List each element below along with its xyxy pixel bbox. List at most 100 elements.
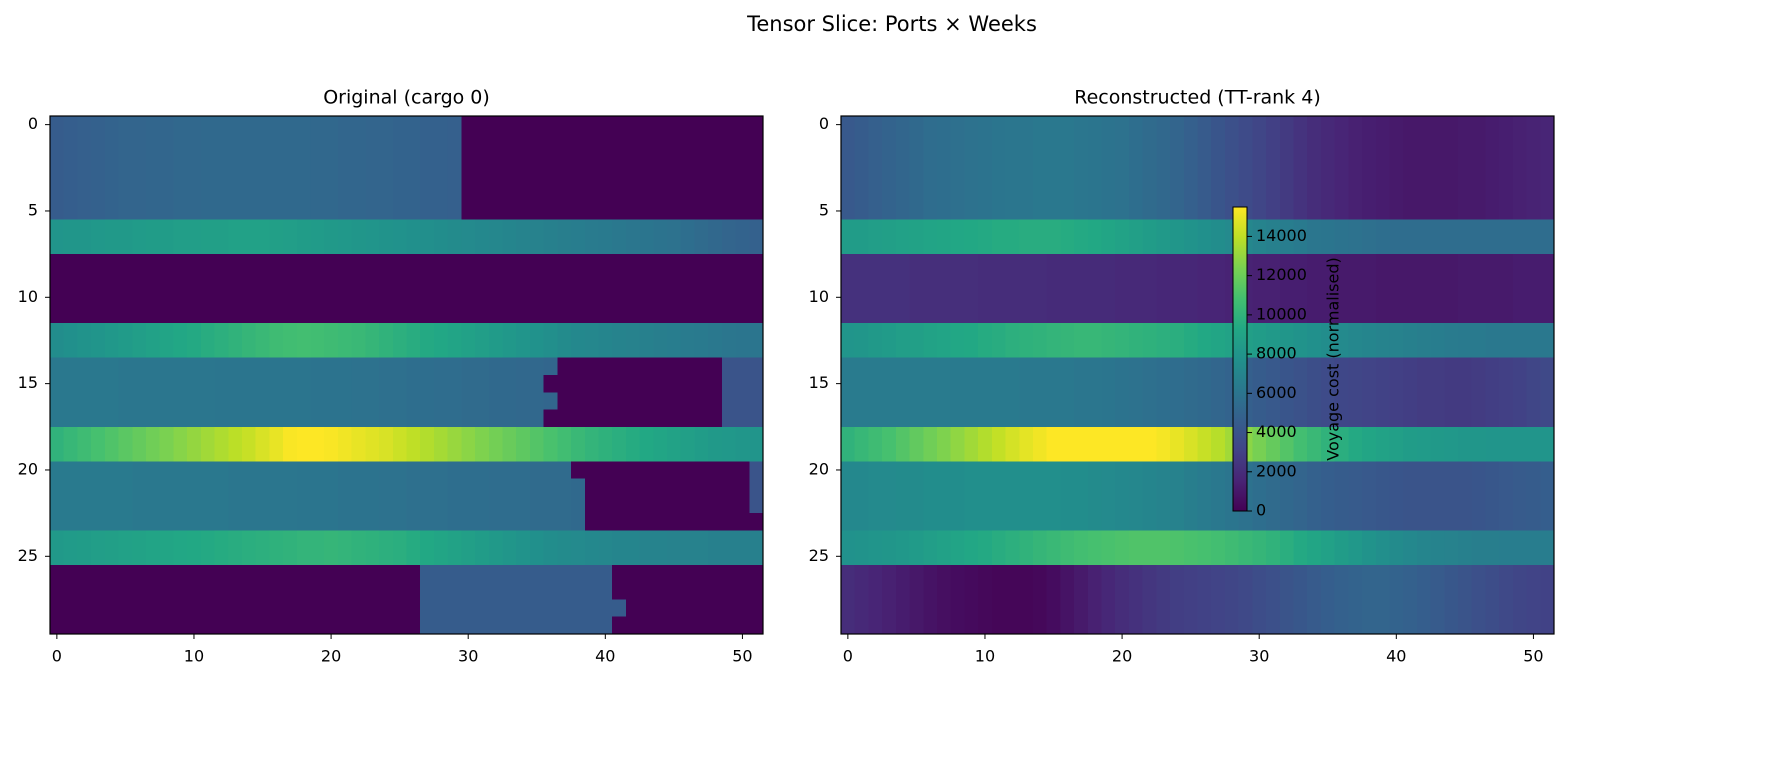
heatmap-cell	[923, 547, 938, 566]
heatmap-cell	[1485, 530, 1500, 549]
heatmap-cell	[639, 547, 654, 566]
heatmap-cell	[118, 150, 133, 169]
heatmap-cell	[721, 185, 737, 203]
heatmap-cell	[1512, 478, 1528, 497]
heatmap-cell	[1334, 150, 1349, 169]
heatmap-cell	[187, 288, 202, 307]
heatmap-cell	[1375, 167, 1391, 186]
heatmap-cell	[1128, 167, 1144, 186]
heatmap-cell	[909, 116, 924, 134]
heatmap-cell	[1060, 582, 1075, 601]
heatmap-cell	[895, 564, 911, 583]
heatmap-cell	[625, 547, 641, 566]
heatmap-cell	[145, 357, 161, 376]
heatmap-cell	[529, 495, 545, 514]
heatmap-cell	[406, 150, 421, 169]
heatmap-cell	[1375, 219, 1391, 238]
heatmap-cell	[1005, 254, 1020, 272]
heatmap-cell	[964, 375, 979, 393]
heatmap-cell	[447, 582, 462, 601]
heatmap-cell	[1032, 478, 1048, 497]
heatmap-cell	[1170, 236, 1185, 255]
heatmap-cell	[241, 478, 257, 497]
heatmap-cell	[1074, 254, 1089, 272]
heatmap-cell	[1375, 357, 1391, 376]
heatmap-cell	[612, 167, 627, 186]
heatmap-cell	[909, 392, 924, 411]
heatmap-cell	[694, 305, 709, 324]
heatmap-cell	[1224, 133, 1240, 152]
heatmap-cell	[1403, 357, 1418, 376]
heatmap-cell	[1266, 409, 1281, 428]
heatmap-cell	[1416, 461, 1432, 480]
heatmap-cell	[502, 167, 517, 186]
heatmap-cell	[337, 357, 353, 376]
heatmap-cell	[132, 582, 147, 601]
heatmap-cell	[228, 461, 243, 480]
heatmap-cell	[895, 340, 911, 359]
heatmap-cell	[1334, 323, 1349, 342]
heatmap-cell	[1128, 305, 1144, 324]
heatmap-cell	[1197, 340, 1212, 359]
heatmap-cell	[571, 547, 586, 566]
heatmap-cell	[516, 530, 531, 549]
heatmap-cell	[1512, 116, 1528, 134]
heatmap-cell	[63, 167, 79, 186]
heatmap-cell	[1128, 444, 1144, 462]
heatmap-cell	[502, 133, 517, 152]
heatmap-cell	[639, 582, 654, 601]
heatmap-cell	[598, 513, 613, 531]
heatmap-cell	[241, 599, 257, 618]
heatmap-cell	[1252, 202, 1267, 221]
heatmap-cell	[1279, 133, 1295, 152]
heatmap-cell	[612, 495, 627, 514]
heatmap-cell	[228, 254, 243, 272]
heatmap-cell	[1334, 426, 1349, 445]
heatmap-cell	[379, 288, 394, 307]
heatmap-cell	[1060, 444, 1075, 462]
heatmap-cell	[1266, 254, 1281, 272]
heatmap-cell	[1115, 444, 1130, 462]
heatmap-cell	[1389, 409, 1404, 428]
heatmap-cell	[461, 616, 476, 635]
heatmap-cell	[187, 478, 202, 497]
heatmap-cell	[173, 236, 188, 255]
heatmap-cell	[310, 616, 325, 635]
heatmap-cell	[1389, 116, 1404, 134]
heatmap-cell	[310, 219, 325, 238]
heatmap-cell	[1485, 150, 1500, 169]
heatmap-cell	[1403, 254, 1418, 272]
heatmap-cell	[1252, 167, 1267, 186]
heatmap-cell	[882, 582, 897, 601]
heatmap-cell	[950, 185, 966, 203]
heatmap-cell	[255, 616, 270, 635]
heatmap-cell	[214, 150, 229, 169]
heatmap-cell	[1170, 461, 1185, 480]
heatmap-cell	[978, 392, 993, 411]
heatmap-cell	[749, 133, 764, 152]
heatmap-cell	[283, 375, 298, 393]
heatmap-cell	[1471, 323, 1487, 342]
heatmap-cell	[1019, 116, 1034, 134]
heatmap-cell	[283, 340, 298, 359]
heatmap-cell	[173, 616, 188, 635]
heatmap-cell	[708, 323, 723, 342]
heatmap-cell	[1005, 323, 1020, 342]
heatmap-cell	[145, 219, 161, 238]
heatmap-cell	[1197, 616, 1212, 635]
heatmap-cell	[1348, 305, 1363, 324]
heatmap-cell	[1211, 340, 1226, 359]
colorbar	[1232, 206, 1248, 512]
heatmap-cell	[694, 599, 709, 618]
heatmap-cell	[1348, 254, 1363, 272]
heatmap-cell	[1183, 116, 1199, 134]
heatmap-cell	[283, 288, 298, 307]
heatmap-cell	[420, 236, 435, 255]
heatmap-cell	[461, 150, 476, 169]
heatmap-cell	[1471, 288, 1487, 307]
heatmap-cell	[1115, 254, 1130, 272]
heatmap-cell	[91, 271, 106, 290]
heatmap-cell	[118, 202, 133, 221]
heatmap-cell	[882, 547, 897, 566]
heatmap-cell	[379, 116, 394, 134]
